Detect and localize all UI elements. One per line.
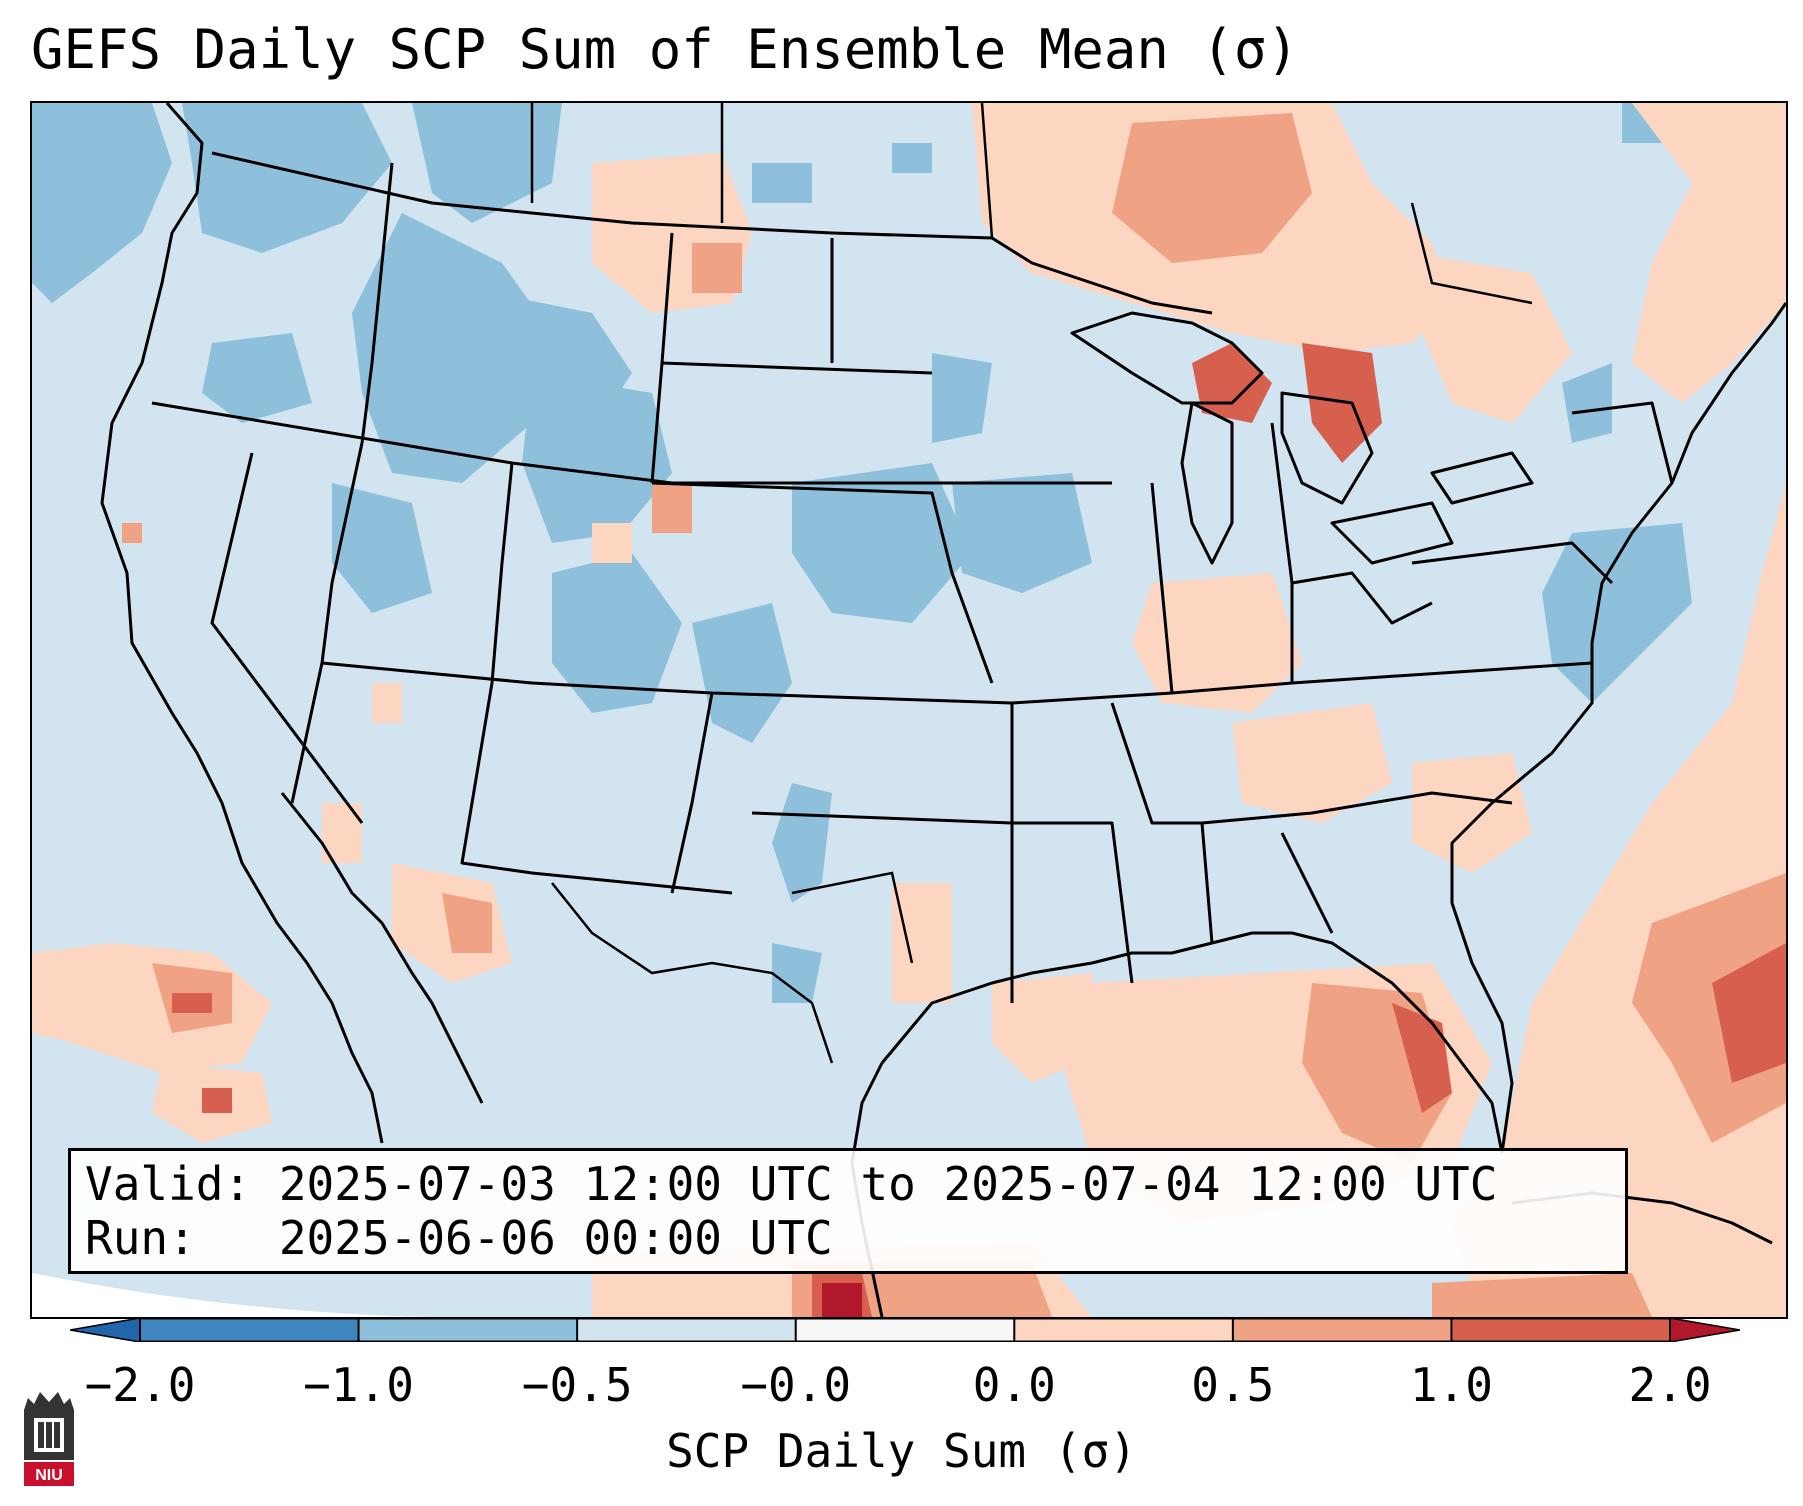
colorbar-segment xyxy=(358,1318,578,1342)
colorbar-segment xyxy=(795,1318,1015,1342)
scp-map xyxy=(32,103,1786,1317)
colorbar-tick-label: 1.0 xyxy=(1409,1358,1493,1412)
colorbar-extend-high xyxy=(1669,1317,1741,1343)
colorbar-tick-label: −0.5 xyxy=(521,1358,633,1412)
colorbar-tick-label: 2.0 xyxy=(1628,1358,1712,1412)
logo-text: NIU xyxy=(35,1467,63,1484)
valid-run-info-box: Valid: 2025-07-03 12:00 UTC to 2025-07-0… xyxy=(68,1148,1628,1274)
colorbar-segment xyxy=(577,1318,797,1342)
run-time-text: Run: 2025-06-06 00:00 UTC xyxy=(85,1211,833,1265)
colorbar-extend-low xyxy=(69,1317,141,1343)
colorbar-tick-label: −0.0 xyxy=(740,1358,852,1412)
valid-time-text: Valid: 2025-07-03 12:00 UTC to 2025-07-0… xyxy=(85,1157,1498,1211)
colorbar-segment xyxy=(1232,1318,1452,1342)
positive-anomaly-regions xyxy=(32,103,1786,1317)
map-title: GEFS Daily SCP Sum of Ensemble Mean (σ) xyxy=(31,18,1299,81)
colorbar-graphic xyxy=(69,1317,1741,1343)
colorbar-tick-label: 0.0 xyxy=(972,1358,1056,1412)
coastline-and-borders xyxy=(100,103,1786,1317)
niu-logo-icon: NIU xyxy=(24,1392,74,1486)
colorbar-segment xyxy=(140,1318,360,1342)
colorbar-segment xyxy=(1014,1318,1234,1342)
negative-anomaly-regions xyxy=(32,103,1692,1003)
colorbar-tick-label: 0.5 xyxy=(1191,1358,1275,1412)
map-panel xyxy=(30,101,1788,1319)
colorbar-segment xyxy=(1451,1318,1671,1342)
colorbar-tick-label: −2.0 xyxy=(84,1358,196,1412)
colorbar-label: SCP Daily Sum (σ) xyxy=(666,1424,1137,1478)
colorbar xyxy=(69,1317,1741,1343)
colorbar-tick-label: −1.0 xyxy=(303,1358,414,1412)
interior-region-lines xyxy=(530,103,1533,1064)
